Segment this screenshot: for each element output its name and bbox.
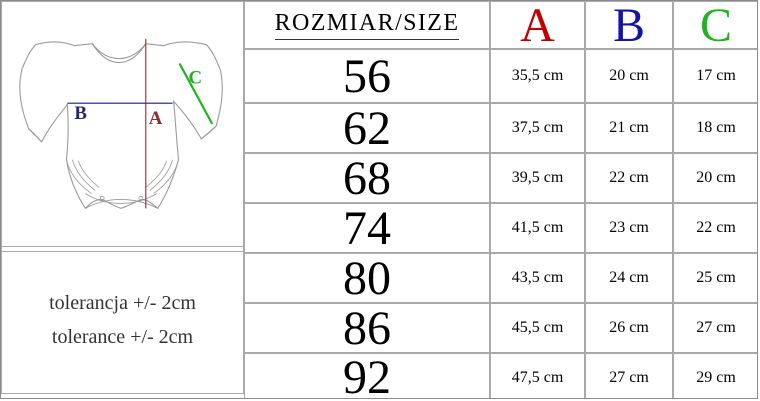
svg-text:B: B <box>74 103 87 124</box>
svg-text:C: C <box>188 67 202 88</box>
svg-text:A: A <box>149 108 163 129</box>
